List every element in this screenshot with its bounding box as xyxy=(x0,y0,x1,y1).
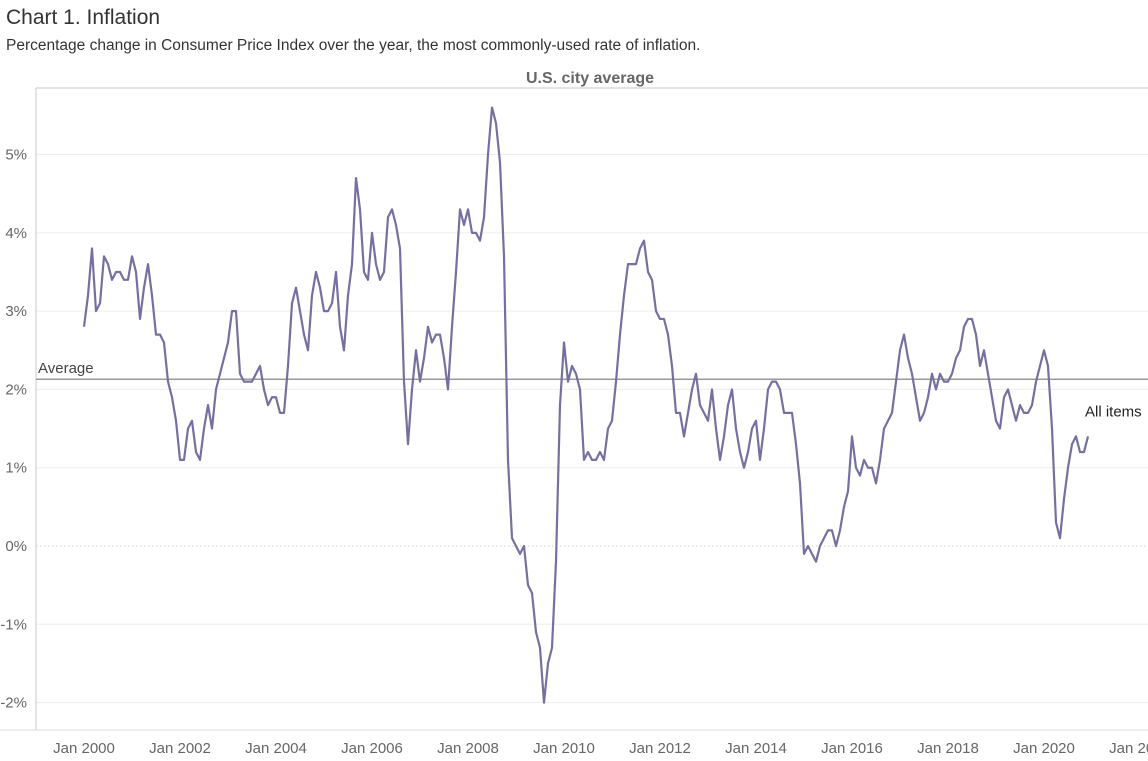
chart-title: Chart 1. Inflation xyxy=(6,6,161,29)
x-tick-label: Jan 2022 xyxy=(1109,740,1148,757)
x-tick-label: Jan 2018 xyxy=(917,740,979,757)
x-tick-label: Jan 2014 xyxy=(725,740,787,757)
y-axis-ticks: -2% -1% 0% 1% 2% 3% 4% 5% xyxy=(0,147,27,712)
y-tick-label: 2% xyxy=(5,381,27,398)
x-tick-label: Jan 2008 xyxy=(437,740,499,757)
x-tick-label: Jan 2010 xyxy=(533,740,595,757)
panel-title: U.S. city average xyxy=(526,70,654,87)
y-tick-label: 3% xyxy=(5,303,27,320)
x-tick-label: Jan 2006 xyxy=(341,740,403,757)
y-tick-label: 4% xyxy=(5,225,27,242)
x-tick-label: Jan 2012 xyxy=(629,740,691,757)
x-tick-label: Jan 2000 xyxy=(53,740,115,757)
gridlines xyxy=(36,154,1148,704)
y-tick-label: -1% xyxy=(0,616,27,633)
series-line-all-items[interactable] xyxy=(82,106,1090,704)
y-tick-label: 1% xyxy=(5,460,27,477)
x-axis-ticks: Jan 2000 Jan 2002 Jan 2004 Jan 2006 Jan 2008… xyxy=(53,740,1148,757)
chart-subtitle: Percentage change in Consumer Price Inde… xyxy=(6,37,701,54)
x-tick-label: Jan 2016 xyxy=(821,740,883,757)
x-tick-label: Jan 2002 xyxy=(149,740,211,757)
series-label-all-items: All items xyxy=(1085,403,1142,420)
x-tick-label: Jan 2020 xyxy=(1013,740,1075,757)
x-tick-label: Jan 2004 xyxy=(245,740,307,757)
y-tick-label: 5% xyxy=(5,147,27,164)
y-tick-label: 0% xyxy=(5,538,27,555)
average-label: Average xyxy=(38,360,94,377)
y-tick-label: -2% xyxy=(0,695,27,712)
